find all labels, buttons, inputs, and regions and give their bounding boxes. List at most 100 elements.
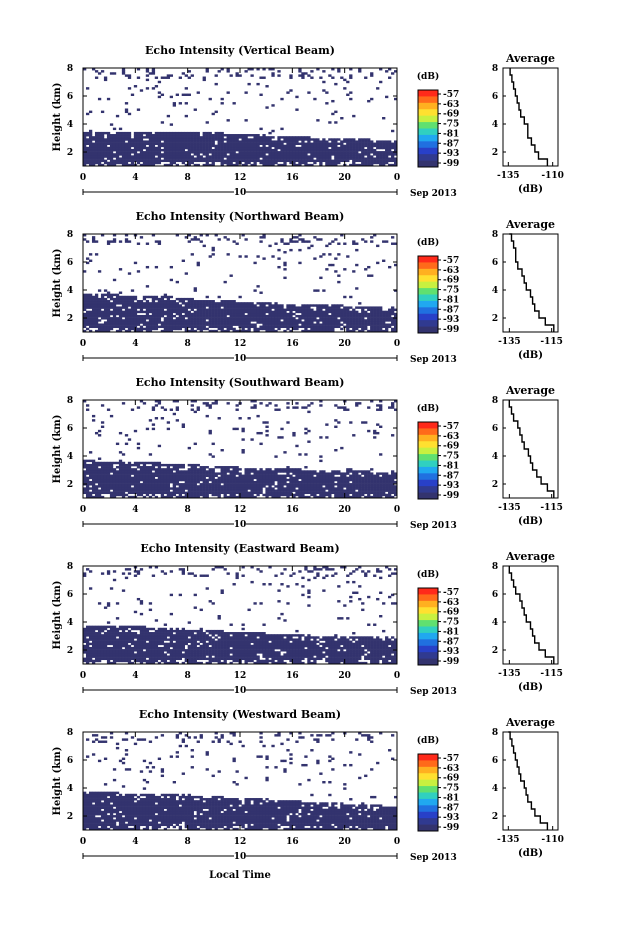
echo-cell: [229, 483, 233, 486]
echo-cell: [280, 238, 284, 241]
echo-cell: [391, 308, 395, 311]
echo-cell: [85, 155, 90, 158]
echo-cell: [130, 93, 135, 96]
echo-cell: [133, 472, 138, 475]
echo-cell: [214, 323, 218, 326]
echo-cell: [355, 163, 359, 167]
echo-cell: [262, 470, 266, 473]
echo-cell: [88, 632, 93, 635]
echo-cell: [220, 478, 224, 482]
echo-cell: [109, 295, 114, 299]
echo-cell: [268, 306, 272, 309]
echo-cell: [379, 163, 383, 167]
echo-cell: [142, 159, 147, 163]
echo-cell: [220, 310, 224, 314]
echo-cell: [130, 142, 135, 145]
echo-cell: [376, 487, 380, 490]
echo-cell: [229, 161, 233, 165]
echo-cell: [337, 476, 341, 480]
echo-cell: [127, 272, 132, 275]
echo-cell: [301, 159, 305, 163]
echo-cell: [259, 136, 263, 139]
echo-cell: [133, 85, 138, 88]
echo-cell: [166, 302, 171, 305]
echo-cell: [250, 308, 254, 311]
echo-cell: [352, 491, 356, 495]
echo-cell: [166, 157, 171, 160]
echo-cell: [307, 487, 311, 490]
echo-cell: [325, 155, 329, 158]
echo-cell: [307, 410, 311, 414]
echo-cell: [334, 155, 338, 158]
echo-cell: [145, 140, 150, 143]
echo-cell: [166, 153, 171, 156]
echo-cell: [148, 136, 153, 139]
profile-title: Average: [505, 52, 555, 65]
echo-cell: [100, 153, 105, 156]
echo-cell: [115, 144, 120, 148]
echo-cell: [88, 129, 93, 133]
echo-cell: [199, 140, 203, 143]
echo-cell: [127, 487, 132, 490]
echo-cell: [286, 487, 290, 490]
echo-cell: [334, 110, 338, 114]
echo-cell: [229, 317, 233, 320]
echo-cell: [277, 144, 281, 148]
echo-cell: [160, 300, 165, 303]
echo-cell: [268, 308, 272, 311]
echo-cell: [394, 140, 398, 143]
echo-cell: [337, 304, 341, 307]
echo-cell: [193, 493, 197, 497]
echo-cell: [307, 321, 311, 324]
echo-cell: [259, 317, 263, 320]
echo-cell: [346, 321, 350, 324]
echo-cell: [193, 287, 197, 290]
echo-cell: [370, 97, 374, 101]
echo-cell: [208, 431, 212, 435]
echo-cell: [223, 153, 227, 156]
echo-cell: [286, 485, 290, 488]
echo-cell: [304, 138, 308, 141]
echo-cell: [83, 304, 87, 307]
echo-cell: [358, 312, 362, 316]
echo-cell: [157, 161, 162, 165]
echo-cell: [166, 317, 171, 320]
echo-cell: [226, 238, 230, 241]
echo-cell: [211, 474, 215, 477]
echo-cell: [235, 312, 239, 316]
echo-cell: [127, 478, 132, 482]
echo-cell: [178, 495, 182, 499]
echo-cell: [142, 495, 147, 499]
echo-cell: [121, 463, 126, 467]
echo-cell: [298, 493, 302, 497]
echo-cell: [355, 151, 359, 154]
echo-cell: [322, 476, 326, 480]
echo-cell: [217, 485, 221, 488]
echo-cell: [301, 146, 305, 150]
echo-cell: [223, 485, 227, 488]
echo-cell: [83, 153, 87, 156]
echo-cell: [262, 151, 266, 154]
echo-cell: [310, 321, 314, 324]
echo-cell: [271, 476, 275, 480]
echo-cell: [88, 470, 93, 473]
echo-cell: [286, 466, 290, 469]
echo-cell: [118, 144, 123, 148]
echo-cell: [304, 491, 308, 495]
echo-cell: [352, 487, 356, 490]
echo-cell: [283, 480, 287, 484]
echo-cell: [283, 451, 287, 454]
echo-cell: [91, 325, 96, 329]
echo-cell: [292, 138, 296, 141]
echo-cell: [289, 238, 293, 241]
echo-cell: [181, 470, 185, 473]
echo-cell: [169, 295, 174, 299]
echo-cell: [346, 491, 350, 495]
echo-cell: [190, 329, 194, 333]
echo-cell: [244, 314, 248, 318]
echo-cell: [376, 161, 380, 165]
echo-cell: [157, 134, 162, 137]
echo-cell: [229, 487, 233, 490]
echo-cell: [103, 159, 108, 163]
echo-cell: [391, 495, 395, 499]
